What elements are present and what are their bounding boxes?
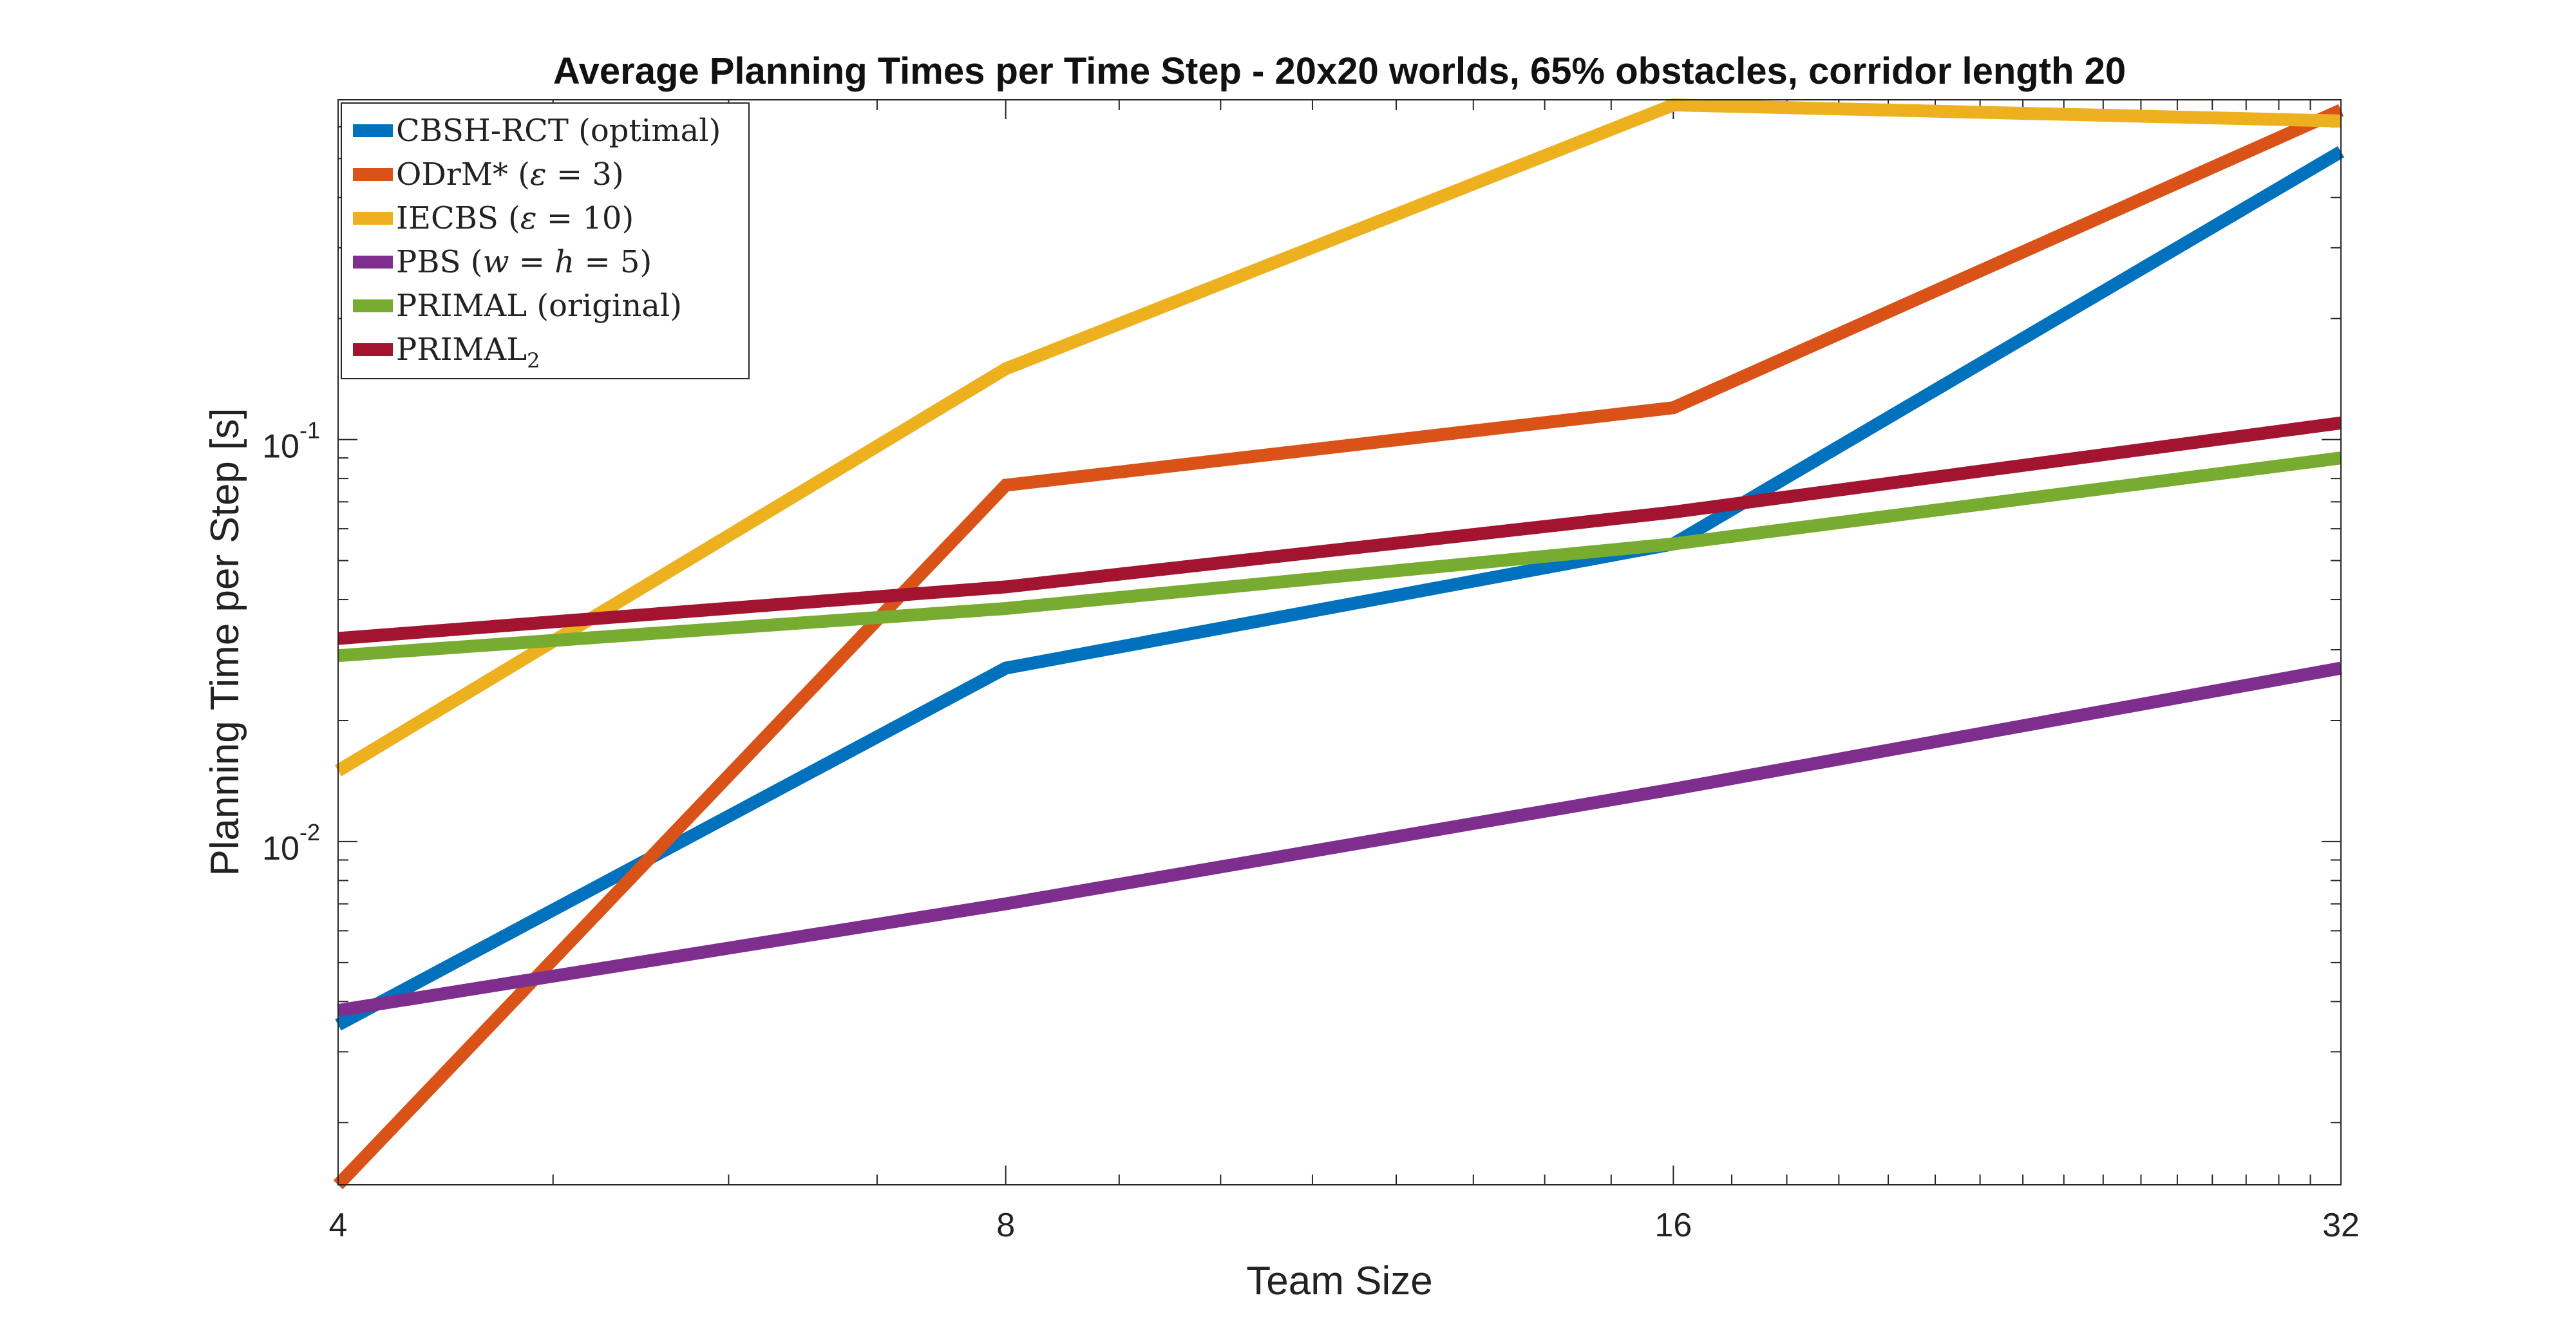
series-line xyxy=(335,146,2345,1031)
legend-label: PBS (w = h = 5) xyxy=(396,244,652,280)
plot-frame xyxy=(337,99,2342,1185)
legend-label: CBSH-RCT (optimal) xyxy=(396,113,721,149)
legend-box xyxy=(341,102,750,379)
series-line xyxy=(334,98,2342,777)
series-line xyxy=(337,451,2342,663)
legend-label: ODrM* (ε = 3) xyxy=(396,156,624,193)
x-tick-label: 8 xyxy=(996,1207,1015,1244)
legend-label: IECBS (ε = 10) xyxy=(396,200,634,236)
chart-title: Average Planning Times per Time Step - 2… xyxy=(553,50,2126,92)
x-tick-labels: 4 8 16 32 xyxy=(329,1207,2360,1244)
x-tick-label: 4 xyxy=(329,1207,348,1244)
x-tick-label: 32 xyxy=(2322,1207,2360,1244)
x-axis-label: Team Size xyxy=(1246,1259,1432,1303)
series-line xyxy=(337,661,2342,1017)
y-axis-label: Planning Time per Step [s] xyxy=(203,408,247,876)
legend: CBSH-RCT (optimal) ODrM* (ε = 3) IECBS (ε … xyxy=(341,102,750,379)
legend-label: PRIMAL (original) xyxy=(396,288,682,324)
series-line xyxy=(337,416,2342,645)
series-lines xyxy=(333,98,2345,1189)
legend-label: PRIMAL2 xyxy=(396,332,540,373)
y-tick-labels: 10-2 10-1 xyxy=(262,417,320,867)
series-line xyxy=(333,104,2344,1189)
y-tick-label: 10-1 xyxy=(262,417,320,466)
y-tick-label: 10-2 xyxy=(262,819,320,867)
x-tick-label: 16 xyxy=(1654,1207,1692,1244)
